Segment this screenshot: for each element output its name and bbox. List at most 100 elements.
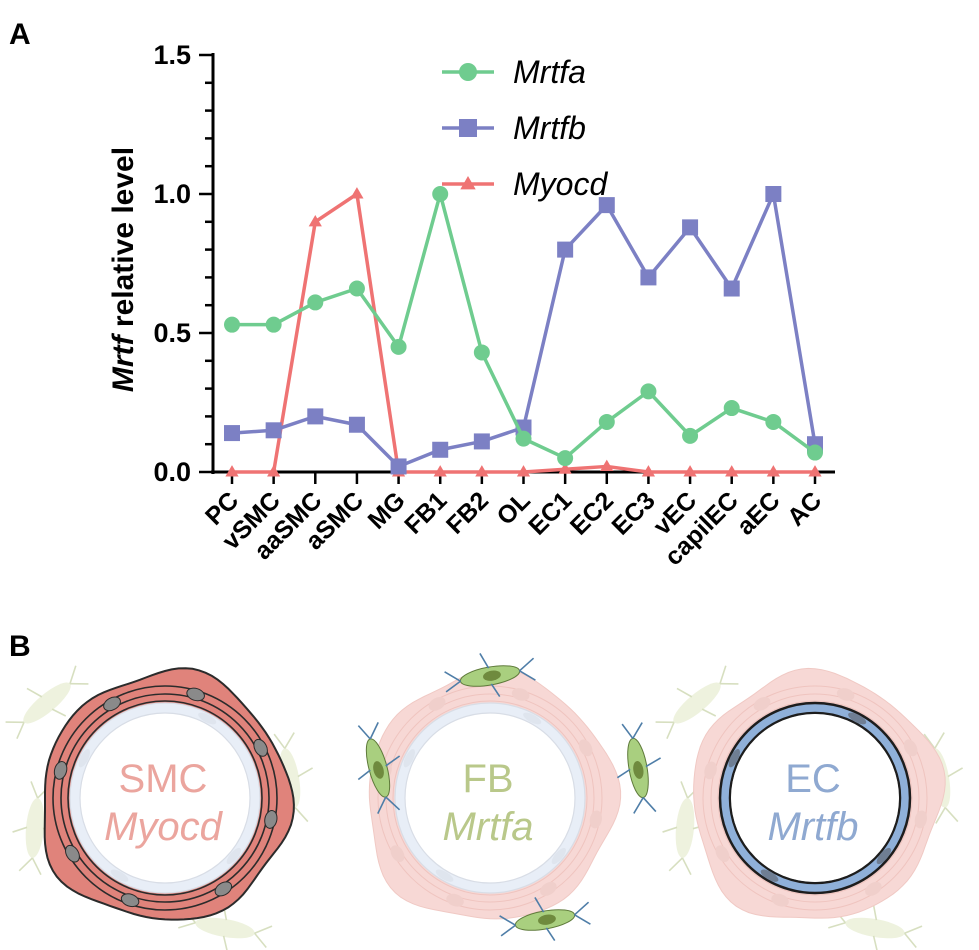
smc-nucleus [865,881,882,896]
fibroblast-process [500,924,516,937]
y-tick-label: 0.5 [153,318,191,348]
fibroblast-process [30,781,39,799]
fibroblast-process [377,796,387,814]
data-point [433,465,447,477]
data-point [516,465,531,477]
endothelial-layer [720,703,910,893]
fibroblast-body [25,798,45,858]
smc-nucleus [186,687,205,702]
fibroblast-process [534,896,545,913]
vessel-gene-label: Myocd [104,805,224,849]
legend-label: Myocd [513,166,608,202]
fibroblast-process [645,757,662,768]
vessel-cell-label: SMC [119,757,208,801]
smc-nucleus [53,761,68,780]
smc-nucleus [704,761,717,780]
smc-nucleus [214,881,233,897]
fibroblast-process [254,925,273,934]
fibroblast-process [828,922,846,929]
fibroblast-process [904,925,923,934]
data-point [432,441,449,458]
fibroblast-process [490,683,501,698]
y-tick-label: 0.0 [153,457,191,487]
smc-nucleus [511,688,530,701]
data-point [598,413,615,430]
vessel-lumen [406,714,574,882]
fibroblast-process [903,932,917,948]
data-point [808,465,822,477]
endothelial-outer-line [394,702,586,894]
data-point [682,427,699,444]
data-point [640,383,657,400]
fibroblast-process [662,826,678,833]
fibroblast-process [719,665,727,684]
smc-nucleus [428,697,446,711]
vessel-cell-label: FB [462,757,513,801]
fibroblast-process [621,723,634,739]
fibroblast-process [923,733,936,749]
data-point [265,316,282,333]
data-point [723,280,740,297]
fibroblast-process [668,857,683,872]
fibroblast-process [222,935,228,950]
x-tick-label: MG [363,486,411,534]
smc-nucleus [903,739,918,757]
data-point [725,465,739,477]
fibroblast-process [18,857,33,872]
fibroblast-process [178,922,196,929]
endothelial-layer [70,703,260,893]
data-point [473,433,490,450]
smc-nucleus [103,696,121,712]
fibroblast-process [16,721,25,740]
fibroblast-process [294,807,309,823]
endothelial-nucleus [876,847,891,865]
data-point [350,187,364,199]
legend-item-mrtfb: Mrtfb [442,110,586,146]
endothelial-inner-line [79,712,251,884]
fibroblast-process [69,665,77,684]
endothelial-nucleus [435,869,454,882]
fibroblast-cell [5,665,89,740]
fibroblast-nucleus [373,761,384,779]
panel-b-label: B [9,630,31,663]
fibroblast-process [642,797,657,813]
fibroblast-process [701,708,717,717]
fibroblast-process [681,857,692,876]
fibroblast-process [545,927,556,942]
endothelial-inner-line [404,712,576,884]
endothelial-nucleus [728,749,740,768]
vessel-lumen [81,714,249,882]
data-point [557,241,574,258]
data-point [432,186,449,202]
data-point [682,219,699,236]
smc-nucleus [120,893,140,908]
fibroblast-body [23,682,71,724]
data-point [224,425,240,442]
smc-membrane [392,700,588,896]
endothelial-nucleus [848,712,867,725]
y-tick-label: 1.0 [153,179,191,209]
fibroblast-process [632,722,643,739]
data-point [460,176,476,190]
fibroblast-cell [616,722,662,814]
smc-nucleus [264,810,278,829]
fibroblast-process [273,733,286,749]
data-point [267,465,281,477]
data-point [641,465,656,477]
line-chart: 0.0 0.5 1.0 1.5 PCvSMCaaSMCaSMCMGFB1FB2OLEC… [107,40,835,571]
endothelial-nucleus [403,749,415,768]
endothelial-layer [395,703,585,893]
fibroblast-process [680,781,689,799]
data-point [598,197,615,214]
x-tick-label: AC [782,486,827,531]
data-point [766,465,780,477]
data-point [558,462,572,474]
fibroblast-process [69,682,89,685]
vessel-cell-label: EC [785,757,841,801]
fibroblast-process [872,935,878,950]
fibroblast-process [12,826,28,833]
endothelial-inner-line [728,711,902,885]
y-tick-labels: 0.0 0.5 1.0 1.5 [153,40,191,487]
endothelial-outer-line [69,702,261,894]
